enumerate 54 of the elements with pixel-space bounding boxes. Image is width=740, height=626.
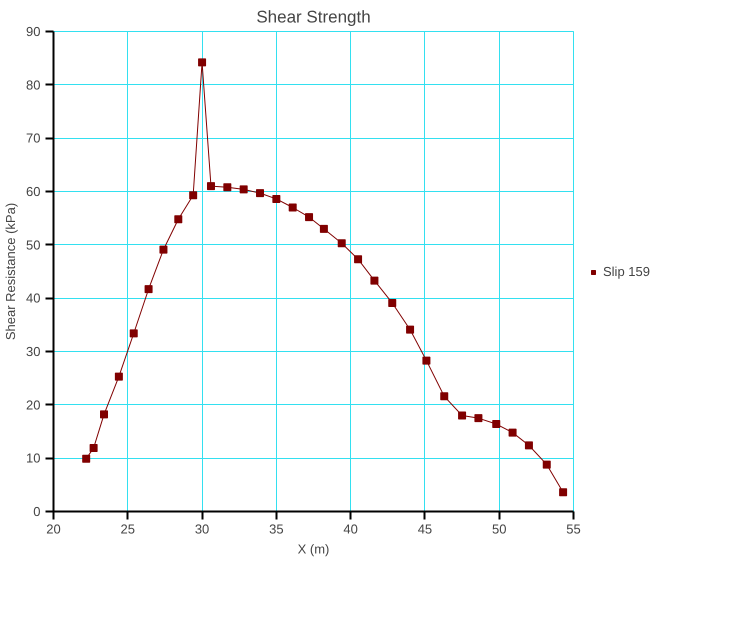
- point: [474, 414, 482, 422]
- point: [223, 183, 232, 192]
- point: [422, 356, 430, 365]
- x-tick-label: 20: [46, 522, 61, 536]
- point: [159, 246, 168, 254]
- point: [388, 298, 396, 307]
- point: [114, 372, 123, 381]
- x-tick-label: 35: [269, 522, 284, 536]
- point: [198, 58, 206, 66]
- point: [144, 285, 153, 294]
- x-tick-label: 30: [194, 522, 210, 536]
- point: [440, 392, 448, 400]
- point: [272, 194, 280, 203]
- point: [174, 215, 182, 224]
- point: [559, 488, 568, 496]
- y-tick-label: 40: [26, 290, 41, 306]
- y-tick-label: 20: [26, 397, 41, 412]
- x-tick-label: 55: [566, 522, 581, 536]
- point: [320, 224, 328, 233]
- y-tick-label: 50: [26, 237, 41, 252]
- point: [406, 326, 414, 334]
- point: [256, 189, 264, 198]
- y-tick-label: 10: [26, 450, 41, 466]
- point: [288, 204, 297, 212]
- point: [492, 420, 500, 428]
- point: [189, 191, 198, 200]
- y-tick-label: 80: [26, 77, 41, 92]
- point: [370, 276, 378, 285]
- point: [354, 255, 362, 264]
- point: [100, 410, 108, 418]
- point: [82, 454, 90, 463]
- y-tick-label: 60: [26, 184, 41, 199]
- x-tick-label: 45: [418, 522, 432, 536]
- point: [305, 213, 314, 222]
- y-tick-label: 30: [26, 344, 41, 359]
- point: [338, 239, 346, 248]
- y-tick-label: 70: [26, 130, 41, 146]
- point: [524, 441, 533, 450]
- x-tick-label: 25: [120, 522, 136, 536]
- y-axis-title: Shear Resistance (kPa): [3, 202, 18, 340]
- point: [240, 185, 248, 194]
- point: [90, 444, 98, 452]
- point: [130, 329, 138, 338]
- point: [458, 412, 466, 420]
- point: [542, 460, 551, 469]
- x-tick-label: 50: [492, 522, 506, 536]
- x-tick-label: 40: [343, 522, 358, 536]
- point: [206, 182, 215, 190]
- y-tick-label: 90: [26, 24, 41, 39]
- legend-label: Slip 159: [603, 264, 650, 279]
- chart-title: Shear Strength: [256, 8, 371, 26]
- y-tick-label: 0: [33, 504, 41, 519]
- point: [508, 428, 517, 437]
- x-axis-title: X (m): [298, 542, 330, 556]
